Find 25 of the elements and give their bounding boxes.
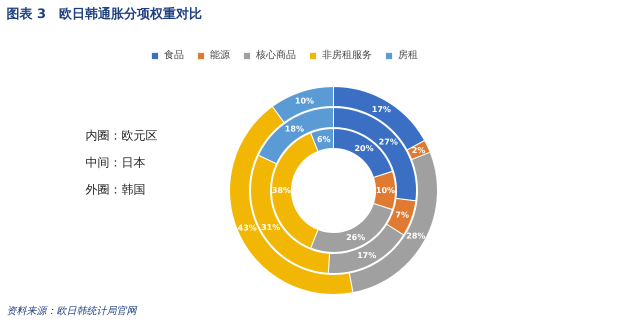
text: 中间：日本 bbox=[86, 156, 146, 170]
data-label: 27% bbox=[378, 138, 398, 147]
text: 外圈：韩国 bbox=[86, 182, 146, 196]
data-label: 26% bbox=[346, 233, 366, 242]
data-label: 31% bbox=[261, 223, 280, 232]
legend-label: 核心商品 bbox=[256, 48, 296, 62]
data-label: 10% bbox=[294, 96, 314, 106]
data-label: 2% bbox=[412, 146, 426, 155]
data-label: 10% bbox=[376, 186, 396, 195]
legend-label: 房租 bbox=[398, 48, 418, 62]
legend-label: 非房租服务 bbox=[322, 48, 372, 62]
chart-title: 图表 3 欧日韩通胀分项权重对比 bbox=[6, 6, 202, 22]
data-label: 7% bbox=[395, 210, 409, 220]
data-label: 17% bbox=[357, 251, 376, 260]
data-label: 17% bbox=[372, 105, 391, 114]
data-label: 18% bbox=[284, 124, 304, 134]
data-label: 28% bbox=[406, 231, 426, 240]
text: 资料来源：欧日韩统计局官网 bbox=[6, 305, 138, 317]
data-label: 6% bbox=[316, 134, 331, 144]
data-label: 43% bbox=[238, 223, 257, 232]
data-label: 38% bbox=[272, 186, 292, 195]
data-label: 20% bbox=[354, 144, 374, 153]
text: 内圈：欧元区 bbox=[86, 128, 158, 142]
legend-label: 能源 bbox=[210, 48, 230, 62]
legend-label: 食品 bbox=[164, 49, 184, 62]
